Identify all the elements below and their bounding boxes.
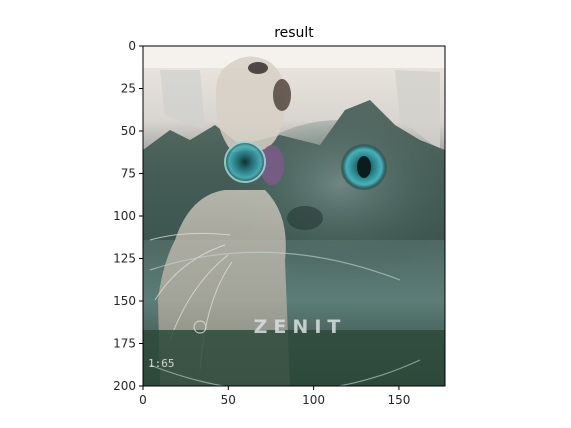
cat-nose: [287, 206, 323, 230]
overlay-text-corner: 1:65: [148, 357, 175, 370]
lens-dot: [193, 320, 207, 334]
x-axis-ticks: 0 50 100 150: [139, 386, 410, 407]
image-top-band: [143, 46, 445, 68]
dog-head: [215, 56, 286, 152]
eye-pupil: [357, 156, 371, 178]
y-tick-label: 25: [121, 82, 136, 96]
y-tick-label: 150: [113, 294, 136, 308]
x-tick-label: 50: [221, 393, 236, 407]
grass: [143, 330, 445, 386]
lens-ring: [149, 251, 401, 281]
x-tick-label: 100: [302, 393, 325, 407]
dog-nose: [248, 62, 268, 74]
dog-tongue: [260, 145, 284, 185]
x-tick-label: 150: [387, 393, 410, 407]
y-axis-ticks: 0 25 50 75 100 125 150 175 200: [113, 39, 143, 393]
y-tick-label: 125: [113, 252, 136, 266]
y-tick-label: 50: [121, 124, 136, 138]
cat-left-eye: [224, 141, 266, 183]
x-tick-label: 0: [139, 393, 147, 407]
dog-ear: [273, 79, 291, 111]
result-image: ZENIT 1:65: [143, 46, 445, 386]
lens-ring-lower: [149, 359, 421, 386]
overlay-text-zenit: ZENIT: [254, 316, 347, 338]
cat-left-ear: [160, 70, 205, 130]
y-tick-label: 200: [113, 379, 136, 393]
cat-right-ear: [395, 70, 440, 150]
chart-title: result: [274, 25, 314, 41]
y-tick-label: 175: [113, 337, 136, 351]
y-tick-label: 75: [121, 167, 136, 181]
y-tick-label: 100: [113, 209, 136, 223]
y-tick-label: 0: [128, 39, 136, 53]
